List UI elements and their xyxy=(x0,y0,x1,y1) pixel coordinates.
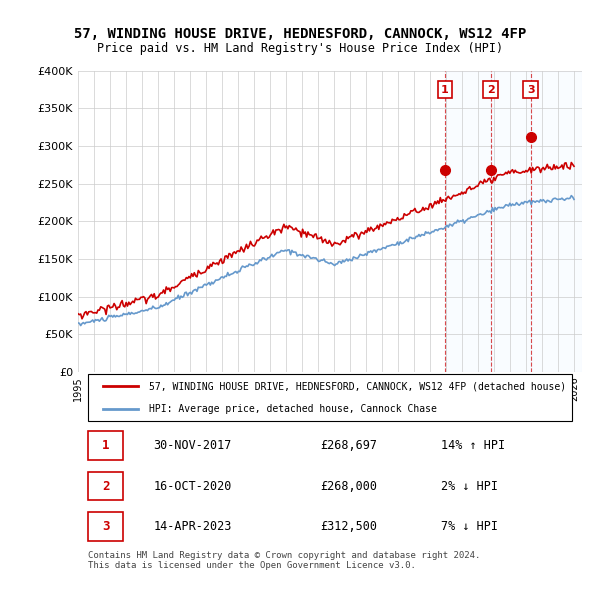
Text: Contains HM Land Registry data © Crown copyright and database right 2024.
This d: Contains HM Land Registry data © Crown c… xyxy=(88,550,481,570)
Text: £312,500: £312,500 xyxy=(320,520,377,533)
Text: 16-OCT-2020: 16-OCT-2020 xyxy=(154,480,232,493)
Text: Price paid vs. HM Land Registry's House Price Index (HPI): Price paid vs. HM Land Registry's House … xyxy=(97,42,503,55)
Text: 1: 1 xyxy=(441,84,449,94)
Text: 2: 2 xyxy=(102,480,109,493)
Text: 14% ↑ HPI: 14% ↑ HPI xyxy=(441,438,505,451)
Bar xyxy=(445,71,491,372)
Bar xyxy=(530,71,582,372)
FancyBboxPatch shape xyxy=(88,513,124,542)
Text: 7% ↓ HPI: 7% ↓ HPI xyxy=(441,520,498,533)
Text: 3: 3 xyxy=(527,84,535,94)
Text: 3: 3 xyxy=(102,520,109,533)
Text: 2% ↓ HPI: 2% ↓ HPI xyxy=(441,480,498,493)
Text: 1: 1 xyxy=(102,438,109,451)
Text: 57, WINDING HOUSE DRIVE, HEDNESFORD, CANNOCK, WS12 4FP (detached house): 57, WINDING HOUSE DRIVE, HEDNESFORD, CAN… xyxy=(149,381,566,391)
Bar xyxy=(491,71,530,372)
Text: HPI: Average price, detached house, Cannock Chase: HPI: Average price, detached house, Cann… xyxy=(149,404,436,414)
Text: £268,697: £268,697 xyxy=(320,438,377,451)
Text: 57, WINDING HOUSE DRIVE, HEDNESFORD, CANNOCK, WS12 4FP: 57, WINDING HOUSE DRIVE, HEDNESFORD, CAN… xyxy=(74,27,526,41)
FancyBboxPatch shape xyxy=(88,431,124,460)
Text: £268,000: £268,000 xyxy=(320,480,377,493)
Text: 14-APR-2023: 14-APR-2023 xyxy=(154,520,232,533)
Text: 2: 2 xyxy=(487,84,494,94)
FancyBboxPatch shape xyxy=(88,471,124,500)
FancyBboxPatch shape xyxy=(88,375,572,421)
Text: 30-NOV-2017: 30-NOV-2017 xyxy=(154,438,232,451)
